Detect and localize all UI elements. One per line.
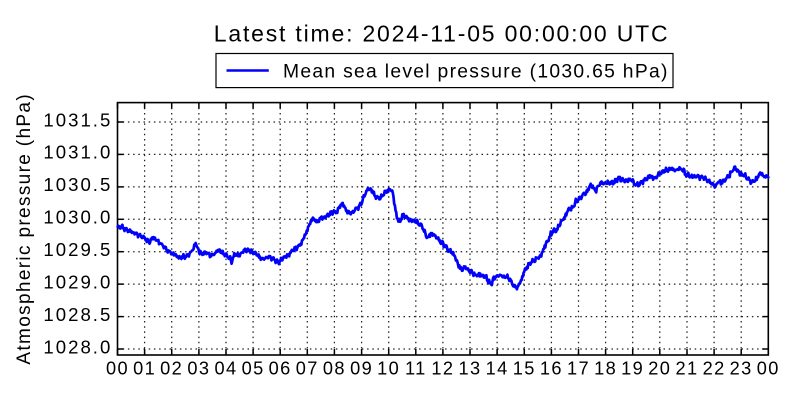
svg-text:20: 20: [648, 359, 671, 379]
svg-text:1029.5: 1029.5: [43, 239, 112, 260]
svg-text:17: 17: [567, 359, 590, 379]
svg-text:1028.5: 1028.5: [43, 304, 112, 325]
svg-text:21: 21: [675, 359, 698, 379]
svg-text:00: 00: [106, 359, 129, 379]
svg-text:01: 01: [133, 359, 156, 379]
svg-text:13: 13: [458, 359, 481, 379]
svg-text:04: 04: [214, 359, 237, 379]
svg-text:08: 08: [323, 359, 346, 379]
svg-text:07: 07: [296, 359, 319, 379]
svg-text:Atmospheric pressure (hPa): Atmospheric pressure (hPa): [14, 93, 35, 365]
svg-text:1031.0: 1031.0: [43, 142, 112, 163]
svg-text:18: 18: [594, 359, 617, 379]
svg-text:22: 22: [703, 359, 726, 379]
svg-text:09: 09: [350, 359, 373, 379]
svg-text:03: 03: [187, 359, 210, 379]
svg-text:10: 10: [377, 359, 400, 379]
svg-text:15: 15: [513, 359, 536, 379]
svg-text:Mean sea level pressure (1030.: Mean sea level pressure (1030.65 hPa): [283, 62, 669, 83]
svg-text:1029.0: 1029.0: [43, 271, 112, 292]
svg-text:1028.0: 1028.0: [43, 336, 112, 357]
svg-text:1030.5: 1030.5: [43, 174, 112, 195]
svg-text:1030.0: 1030.0: [43, 207, 112, 228]
svg-text:02: 02: [160, 359, 183, 379]
svg-text:11: 11: [405, 359, 427, 379]
svg-text:14: 14: [486, 359, 509, 379]
svg-text:16: 16: [540, 359, 563, 379]
svg-text:1031.5: 1031.5: [43, 109, 112, 130]
svg-text:19: 19: [621, 359, 644, 379]
svg-text:00: 00: [757, 359, 780, 379]
svg-text:23: 23: [730, 359, 753, 379]
svg-text:12: 12: [431, 359, 454, 379]
svg-text:06: 06: [269, 359, 292, 379]
svg-text:Latest time: 2024-11-05 00:00:: Latest time: 2024-11-05 00:00:00 UTC: [214, 21, 670, 47]
svg-text:05: 05: [242, 359, 265, 379]
